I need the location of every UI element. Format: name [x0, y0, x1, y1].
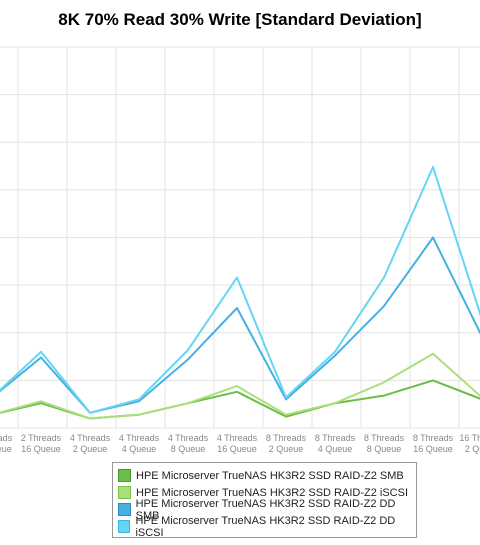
- x-tick-label: 2 Threads 16 Queue: [21, 433, 62, 454]
- series-line-4: [0, 166, 480, 414]
- x-tick-label: 4 Threads 2 Queue: [70, 433, 111, 454]
- legend-label: HPE Microserver TrueNAS HK3R2 SSD RAID-Z…: [136, 469, 404, 482]
- chart-title: 8K 70% Read 30% Write [Standard Deviatio…: [58, 10, 422, 29]
- x-tick-label: 4 Threads 8 Queue: [168, 433, 209, 454]
- series-line-3: [0, 236, 480, 414]
- x-tick-label: 8 Threads 4 Queue: [315, 433, 356, 454]
- x-tick-label: 8 Threads 8 Queue: [364, 433, 405, 454]
- legend-label: HPE Microserver TrueNAS HK3R2 SSD RAID-Z…: [136, 486, 409, 499]
- x-tick-label: 8 Threads 2 Queue: [266, 433, 307, 454]
- legend-swatch: [118, 469, 131, 482]
- x-tick-label: 4 Threads 4 Queue: [119, 433, 160, 454]
- x-tick-label: 8 Threads 16 Queue: [413, 433, 454, 454]
- chart-legend: HPE Microserver TrueNAS HK3R2 SSD RAID-Z…: [112, 462, 417, 539]
- series-line-2: [0, 352, 480, 420]
- legend-label: HPE Microserver TrueNAS HK3R2 SSD RAID-Z…: [135, 514, 396, 539]
- legend-swatch: [118, 486, 131, 499]
- legend-item[interactable]: HPE Microserver TrueNAS HK3R2 SSD RAID-Z…: [118, 484, 412, 501]
- legend-item[interactable]: HPE Microserver TrueNAS HK3R2 SSD RAID-Z…: [118, 498, 412, 522]
- legend-label: HPE Microserver TrueNAS HK3R2 SSD RAID-Z…: [135, 497, 396, 522]
- legend-swatch: [118, 503, 131, 516]
- x-tick-label: 4 Threads 16 Queue: [217, 433, 258, 454]
- legend-item[interactable]: HPE Microserver TrueNAS HK3R2 SSD RAID-Z…: [118, 467, 412, 484]
- legend-swatch: [118, 520, 131, 533]
- legend-item[interactable]: HPE Microserver TrueNAS HK3R2 SSD RAID-Z…: [118, 515, 412, 539]
